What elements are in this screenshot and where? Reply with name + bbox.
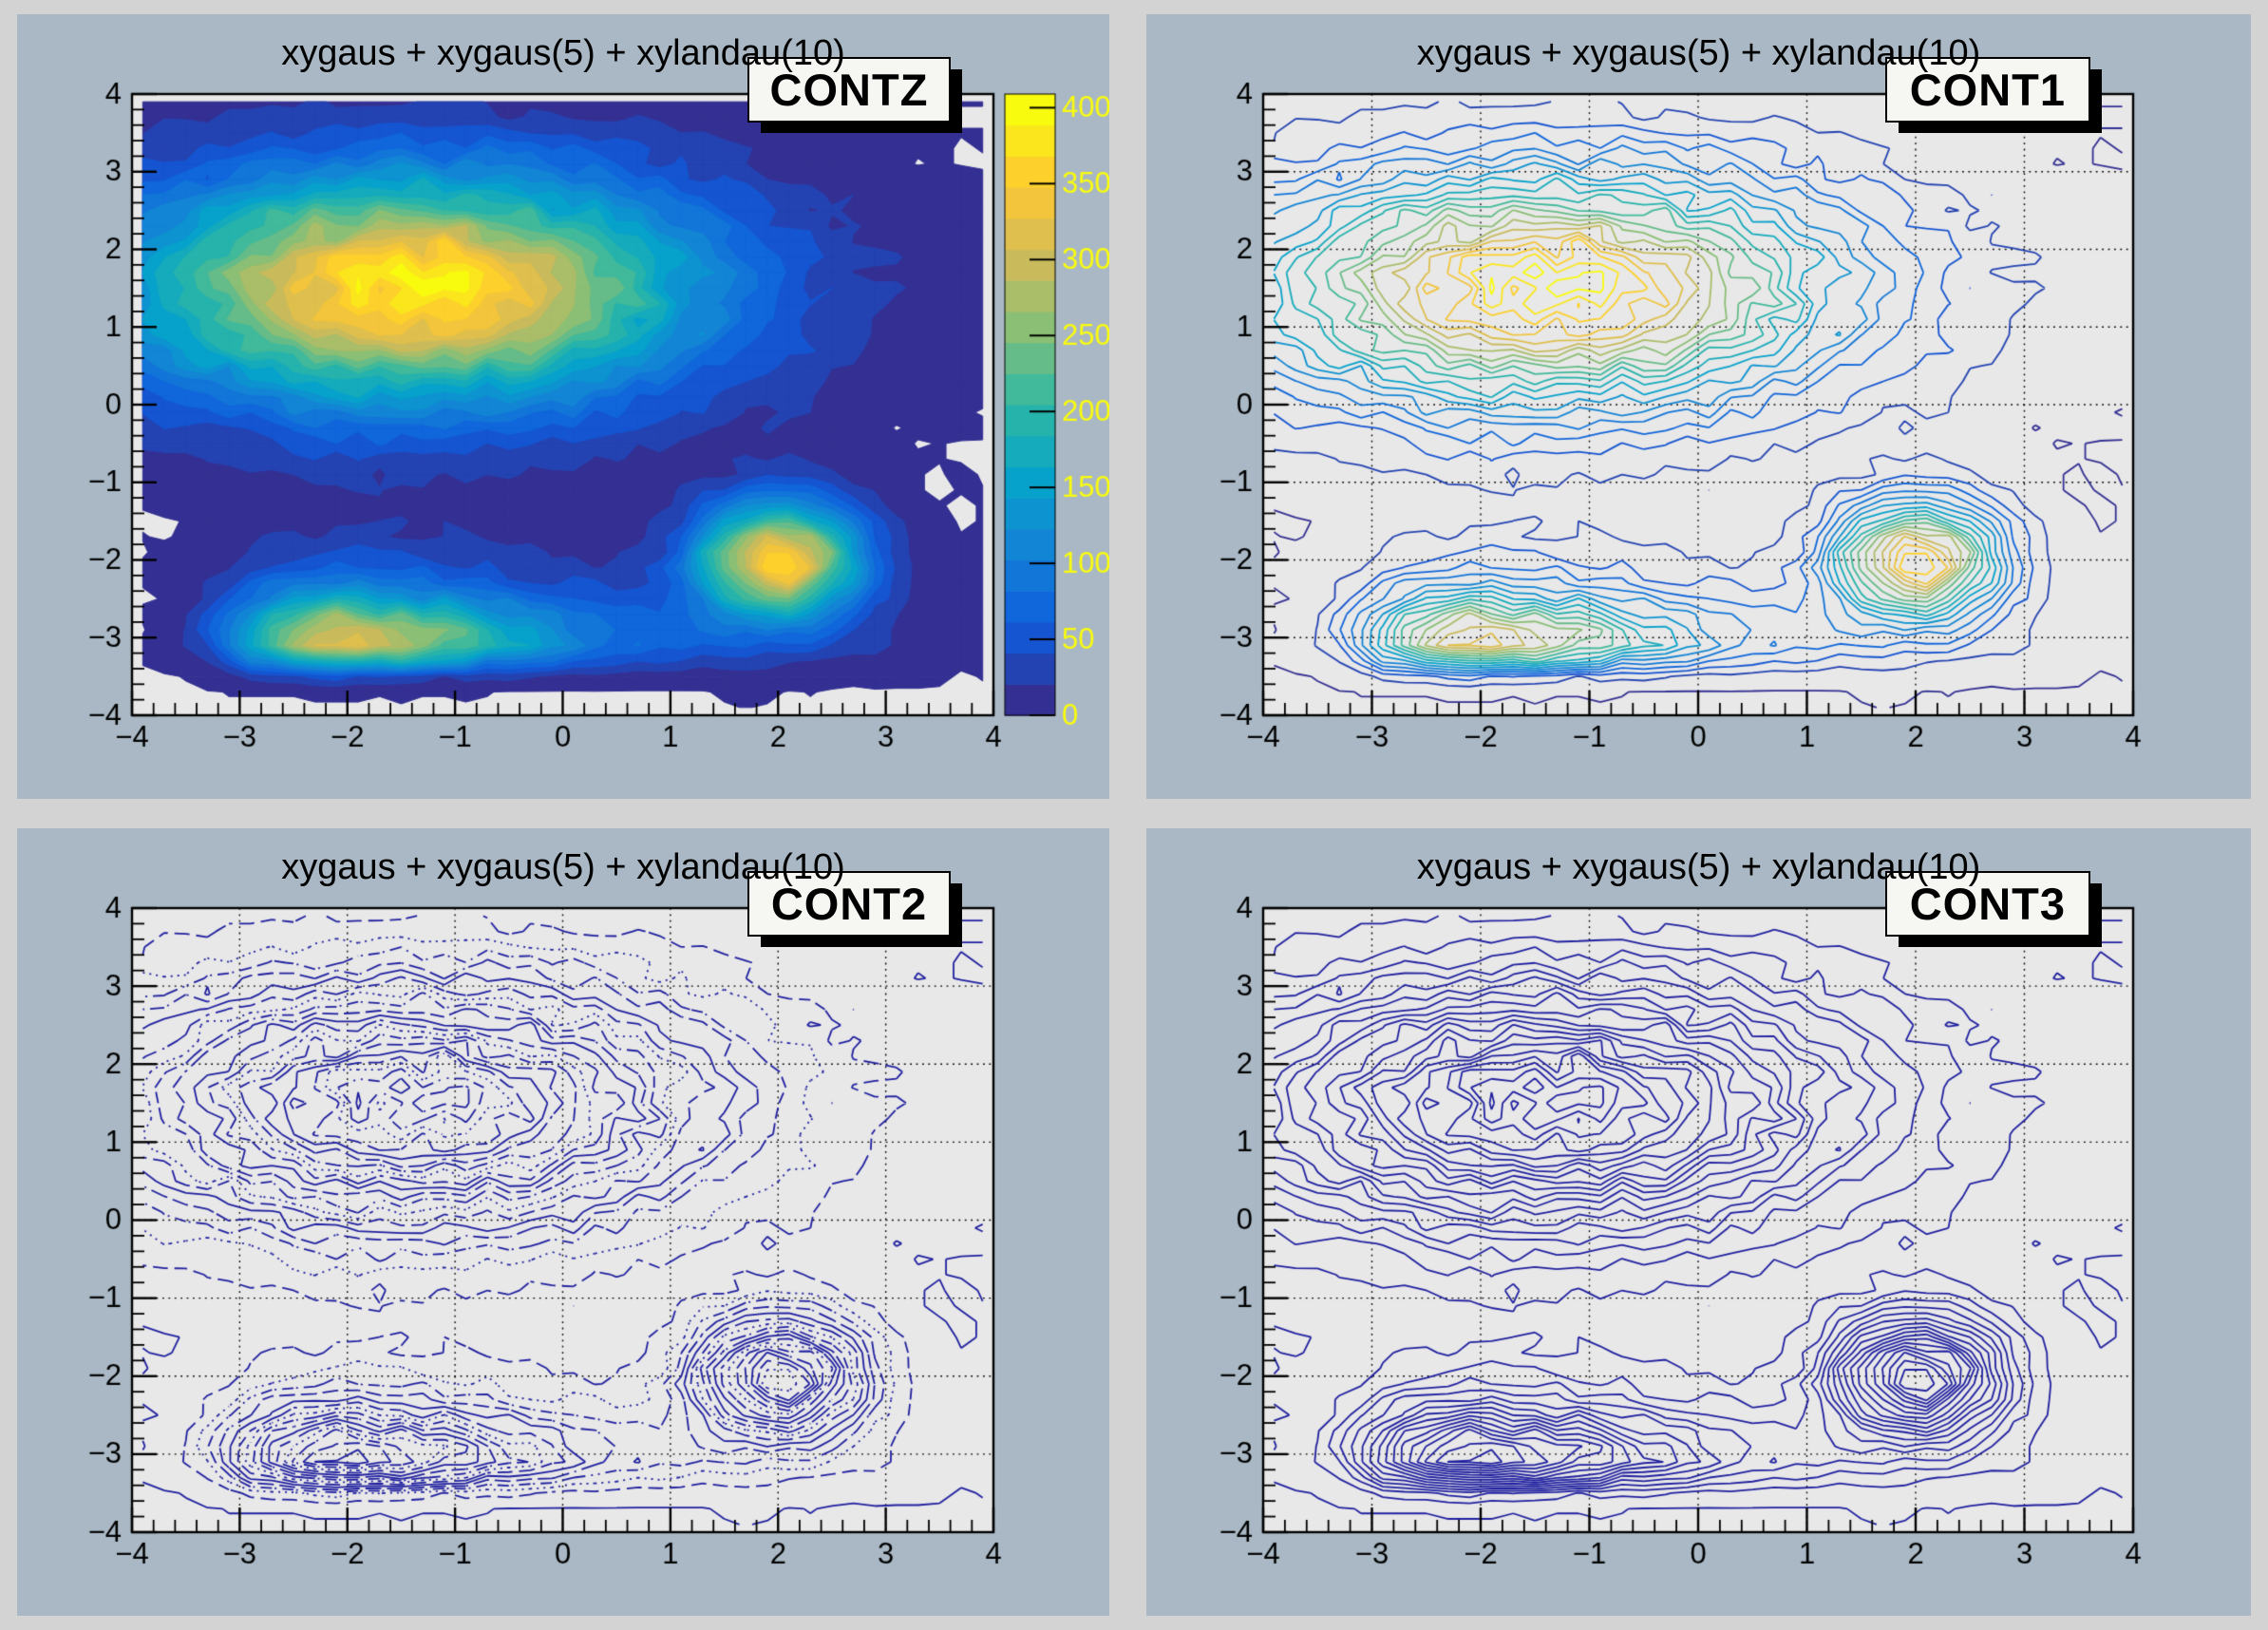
draw-option-pave-contz: CONTZ [747,57,951,123]
cont1-colored-line-contour-plot [1146,14,2251,799]
draw-option-text: CONT2 [770,879,928,930]
histogram-title: xygaus + xygaus(5) + xylandau(10) [1416,33,1981,73]
histogram-title: xygaus + xygaus(5) + xylandau(10) [281,847,845,887]
draw-option-pave-cont1: CONT1 [1885,57,2090,123]
cont2-dashed-line-contour-plot [17,828,1109,1616]
pad-contz: xygaus + xygaus(5) + xylandau(10) CONTZ [17,14,1109,799]
pad-cont3: xygaus + xygaus(5) + xylandau(10) CONT3 [1146,828,2251,1616]
pad-cont1: xygaus + xygaus(5) + xylandau(10) CONT1 [1146,14,2251,799]
draw-option-pave-cont2: CONT2 [747,871,951,938]
draw-option-pave-cont3: CONT3 [1885,871,2090,938]
cont3-solid-line-contour-plot [1146,828,2251,1616]
contz-filled-contour-plot [17,14,1109,799]
histogram-title: xygaus + xygaus(5) + xylandau(10) [1416,847,1981,887]
pad-cont2: xygaus + xygaus(5) + xylandau(10) CONT2 [17,828,1109,1616]
draw-option-text: CONTZ [769,64,929,115]
draw-option-text: CONT3 [1909,879,2067,930]
histogram-title: xygaus + xygaus(5) + xylandau(10) [281,33,845,73]
draw-option-text: CONT1 [1909,64,2067,115]
